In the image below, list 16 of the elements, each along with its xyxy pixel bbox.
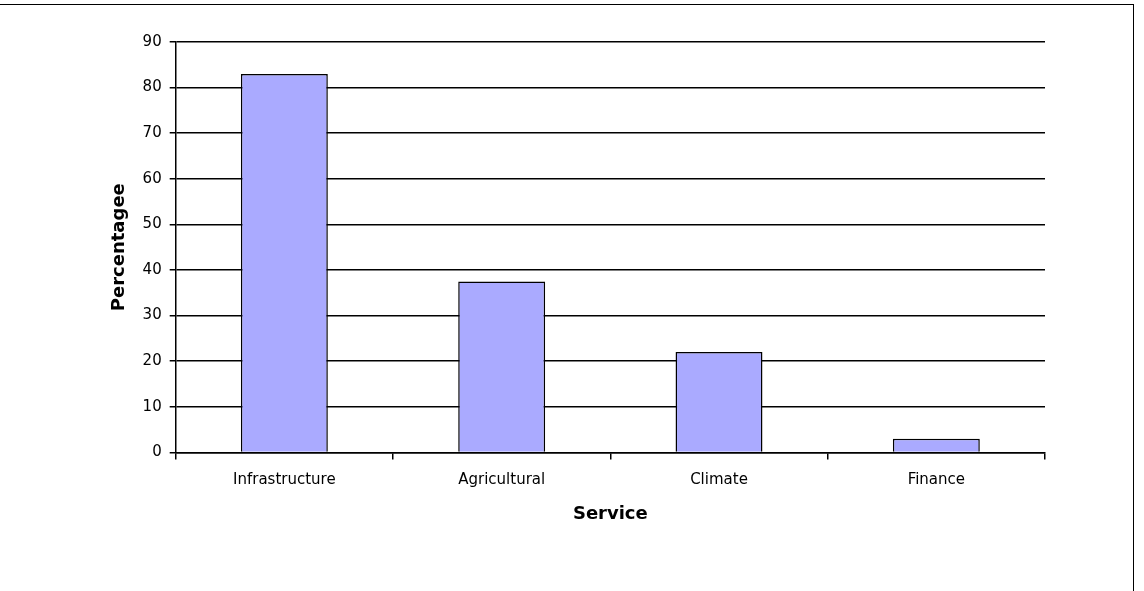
y-tick-label: 60 [142,168,162,187]
x-tick-label: Finance [907,470,966,489]
y-tick-label: 70 [142,123,162,142]
x-tick-label: Infrastructure [233,470,336,489]
y-tick-label: 50 [142,214,162,233]
y-tick-label: 20 [142,351,162,370]
y-tick-label: 40 [142,259,162,278]
x-axis-title: Service [572,501,648,523]
y-tick-label: 10 [142,396,162,415]
x-tick-label: Agricultural [458,470,546,489]
y-axis-title: Percentagee [107,183,129,312]
y-tick-label: 0 [152,442,162,461]
y-tick-label: 90 [142,31,162,50]
y-tick-label: 30 [142,305,162,324]
y-tick-label: 80 [142,77,162,96]
x-tick-label: Climate [690,470,748,489]
